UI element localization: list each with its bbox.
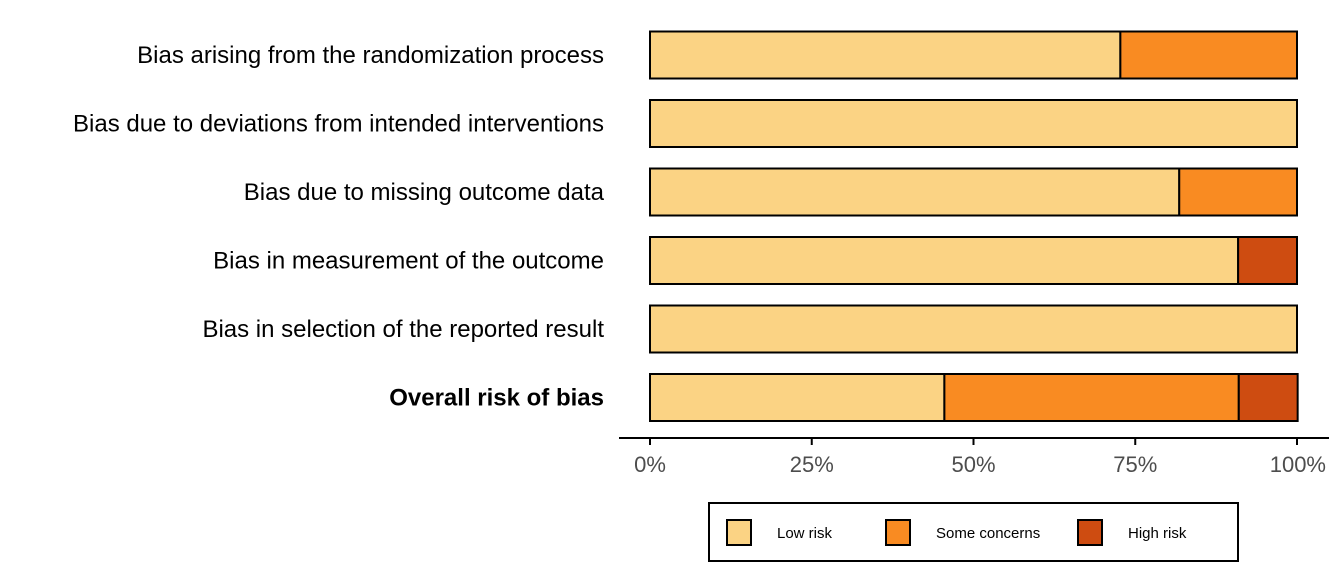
category-label: Bias arising from the randomization proc… bbox=[137, 42, 604, 69]
legend-label: Low risk bbox=[777, 525, 833, 542]
legend-swatch-high-risk bbox=[1077, 519, 1103, 546]
category-label: Bias in measurement of the outcome bbox=[213, 248, 604, 275]
x-tick-label: 100% bbox=[1270, 452, 1326, 477]
bar-segment-some-concerns bbox=[1178, 167, 1298, 217]
x-axis-ticks: 0% 25% 50% 75% 100% bbox=[634, 438, 1326, 477]
legend-swatch-low-risk bbox=[726, 519, 752, 546]
bar-segment-some-concerns bbox=[943, 373, 1240, 422]
category-labels: Bias arising from the randomization proc… bbox=[73, 42, 605, 412]
bar-segment-high-risk bbox=[1237, 373, 1299, 422]
bar-segment-low-risk bbox=[649, 99, 1298, 148]
bar-segment-low-risk bbox=[649, 304, 1298, 354]
category-label: Bias due to missing outcome data bbox=[244, 179, 605, 206]
category-label: Bias in selection of the reported result bbox=[202, 316, 604, 343]
x-tick-label: 75% bbox=[1113, 452, 1157, 477]
bar-segment-low-risk bbox=[649, 30, 1122, 80]
bar-segment-low-risk bbox=[649, 167, 1181, 217]
legend: Low risk Some concerns High risk bbox=[726, 519, 1187, 546]
category-label: Overall risk of bias bbox=[389, 385, 604, 412]
x-tick-label: 50% bbox=[951, 452, 995, 477]
legend-box bbox=[708, 502, 1239, 562]
bar-stack-area bbox=[649, 30, 1299, 422]
x-tick-label: 25% bbox=[790, 452, 834, 477]
category-label: Bias due to deviations from intended int… bbox=[73, 111, 604, 138]
bar-segment-low-risk bbox=[649, 373, 946, 422]
bar-segment-some-concerns bbox=[1119, 30, 1299, 80]
bar-segment-high-risk bbox=[1237, 236, 1299, 285]
legend-label: High risk bbox=[1128, 525, 1187, 542]
bar-segment-low-risk bbox=[649, 236, 1240, 285]
legend-label: Some concerns bbox=[936, 525, 1040, 542]
legend-swatch-some-concerns bbox=[885, 519, 911, 546]
x-tick-label: 0% bbox=[634, 452, 666, 477]
